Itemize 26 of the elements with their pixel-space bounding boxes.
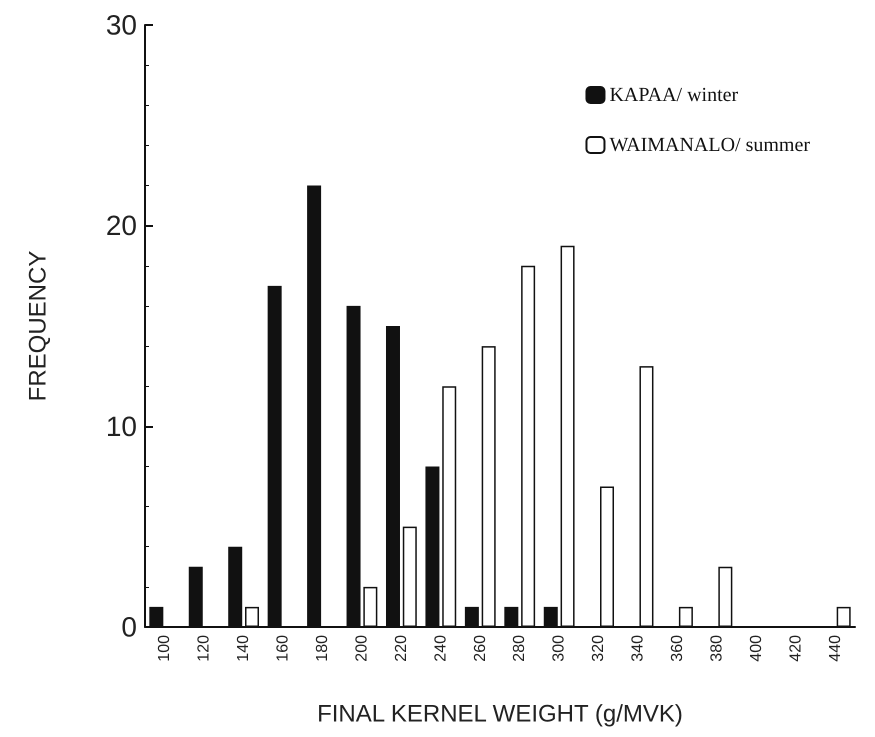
y-tick-label: 0: [121, 612, 137, 642]
x-tick-label: 240: [432, 634, 450, 662]
legend-label: KAPAA/ winter: [609, 84, 739, 106]
x-tick-label: 260: [472, 634, 489, 662]
x-tick-label: 400: [748, 634, 765, 662]
x-axis-title: FINAL KERNEL WEIGHT (g/MVK): [317, 700, 683, 728]
x-tick-label: 340: [630, 634, 647, 662]
x-tick-label: 280: [511, 634, 528, 662]
y-axis-title: FREQUENCY: [24, 250, 52, 402]
x-tick-label: 180: [314, 634, 331, 662]
legend-label: WAIMANALO/ summer: [609, 134, 810, 156]
x-tick-label: 300: [550, 634, 568, 662]
x-tick-label: 380: [708, 634, 726, 662]
x-tick-label: 200: [353, 634, 370, 662]
x-tick-label: 320: [590, 634, 608, 662]
y-tick-label: 20: [106, 210, 137, 242]
y-tick-label: 10: [106, 410, 137, 442]
x-tick-label: 120: [196, 634, 213, 662]
x-tick-label: 360: [669, 634, 686, 662]
x-tick-label: 140: [235, 634, 252, 662]
y-tick-label: 30: [106, 10, 137, 40]
x-tick-label: 100: [156, 634, 174, 662]
x-tick-label: 220: [392, 634, 410, 662]
x-tick-label: 440: [826, 634, 844, 662]
x-tick-label: 420: [787, 634, 804, 662]
x-tick-label: 160: [274, 634, 292, 662]
